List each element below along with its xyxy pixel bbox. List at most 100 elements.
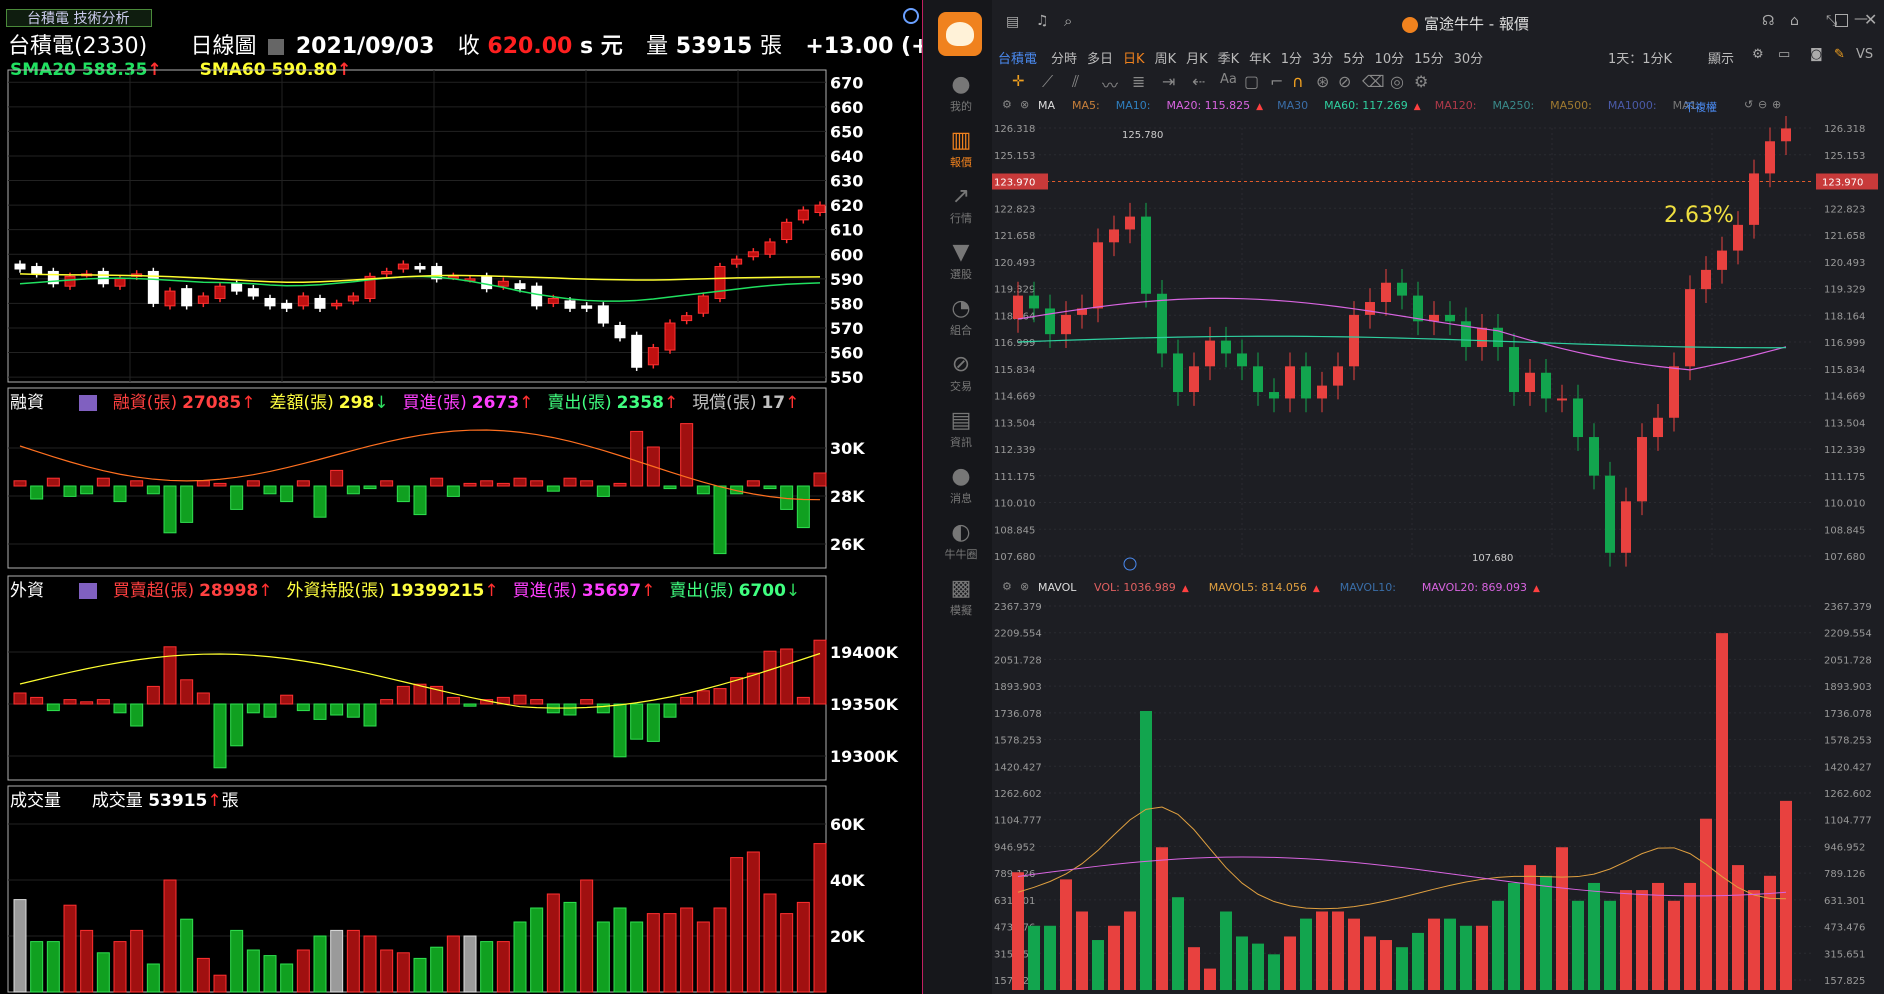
bell-icon[interactable]: ♫ [1036,13,1049,29]
futu-candle [1605,475,1615,553]
comment-tool-icon[interactable]: ▢ [1244,72,1260,91]
chart-type-dropdown-icon[interactable] [268,39,285,55]
ma-legend-item[interactable]: MA30 [1277,99,1309,112]
mavol-legend-item[interactable]: MAVOL20: 869.093 [1421,581,1528,594]
futu-volume-chart[interactable]: 2367.379 2367.379 2209.554 2209.554 2051.728… [992,598,1884,994]
sidebar-item-9[interactable]: ▩ 模擬 [931,576,991,618]
minimize-icon[interactable]: — [1854,11,1868,27]
earnings-marker-icon[interactable] [1123,557,1137,571]
volume-chart[interactable]: 60K 40K 20K [0,784,922,994]
ma-legend-item[interactable]: MA60: 117.269 [1324,99,1408,112]
period-tab-11[interactable]: 10分 [1374,52,1405,67]
indicator-name[interactable]: MA [1038,99,1056,112]
sidebar-item-3[interactable]: ▼ 選股 [931,240,991,282]
window-divider[interactable] [922,0,931,994]
sidebar-item-4[interactable]: ◔ 組合 [931,296,991,338]
zoom-icon[interactable] [903,8,919,24]
period-tab-0[interactable]: 台積電 [998,52,1038,67]
period-tab-4[interactable]: 周K [1154,52,1177,67]
vol-close-icon[interactable]: ⊗ [1020,580,1030,593]
ma-legend-item[interactable]: MA5: [1072,99,1100,112]
maximize-icon[interactable] [1835,14,1848,27]
range-tool-icon[interactable]: ⇥ [1162,72,1176,91]
text-tool-icon[interactable]: Aa [1220,72,1237,87]
crosshair-icon[interactable]: ✛ [1012,72,1025,90]
foreign-bar [630,703,644,740]
close-icon[interactable]: ✕ [1864,10,1878,29]
sidebar-item-0[interactable]: ● 我的 [931,72,991,114]
sidebar-item-5[interactable]: ⊘ 交易 [931,352,991,394]
display-menu[interactable]: 顯示 [1708,52,1735,67]
trash-icon[interactable]: ⌫ [1362,72,1385,91]
zoom-in-icon[interactable]: ⊕ [1772,98,1782,111]
mavol-legend-item[interactable]: VOL: 1036.989 [1094,581,1176,594]
period-tab-5[interactable]: 月K [1186,52,1208,67]
line-tool-icon[interactable]: ⟋ [1042,72,1054,91]
period-tab-1[interactable]: 分時 [1051,52,1078,67]
mavol-legend-item[interactable]: MAVOL10: [1339,581,1396,594]
ma-legend-item[interactable]: MA120: [1434,99,1477,112]
gear-icon[interactable]: ⚙ [1414,72,1429,91]
margin-chart[interactable]: 30K 28K 26K [0,386,922,572]
ruler-tool-icon[interactable]: ⌐ [1270,72,1284,91]
layout-icon[interactable]: ▭ [1778,47,1791,62]
adjust-label[interactable]: 不複權 [1684,101,1717,114]
hide-icon[interactable]: ⊘ [1338,72,1352,91]
period-tab-6[interactable]: 季K [1217,52,1240,67]
ma-legend-item[interactable]: MA1000: [1607,99,1657,112]
period-tab-13[interactable]: 30分 [1453,52,1484,67]
shrink-icon[interactable]: ⤡ [1826,13,1838,29]
sidebar-item-label: 模擬 [950,604,972,617]
period-tab-9[interactable]: 3分 [1311,52,1334,67]
sidebar-item-1[interactable]: ▥ 報價 [931,128,991,170]
arrow-tool-icon[interactable]: ⇠ [1192,72,1206,91]
shirt-icon[interactable]: ⌂ [1790,13,1799,29]
foreign-chart[interactable]: 19400K 19350K 19300K [0,574,922,784]
sidebar-item-6[interactable]: ▤ 資訊 [931,408,991,450]
mavol-legend-item[interactable]: MAVOL5: 814.056 [1208,581,1307,594]
fib-tool-icon[interactable]: ≣ [1132,72,1146,91]
sidebar-item-8[interactable]: ◐ 牛牛圈 [931,520,991,562]
magnet-icon[interactable]: ∩ [1292,72,1304,91]
indicator-close-icon[interactable]: ⊗ [1020,98,1030,111]
compare-icon[interactable]: VS [1856,47,1874,62]
list-icon[interactable] [79,583,98,599]
price-chart[interactable]: 670 660 650 640 630 620 610 600 590 580 570 560 550 [0,56,922,386]
ma-legend-item[interactable]: MA20: 115.825 [1166,99,1251,112]
sidebar-item-7[interactable]: ● 消息 [931,464,991,506]
camera-icon[interactable]: ◙ [1810,47,1823,62]
sidebar-item-label: 我的 [950,100,972,113]
period-tab-12[interactable]: 15分 [1414,52,1444,67]
search-icon[interactable]: ⌕ [1064,12,1073,30]
settings-icon[interactable]: ⚙ [1752,47,1764,62]
futu-candle [1109,229,1119,243]
chart-type-label[interactable]: 日線圖 [190,34,257,59]
menu-icon[interactable]: ▤ [1006,14,1020,30]
indicator-settings-icon[interactable]: ⚙ [1002,98,1012,111]
period-tab-8[interactable]: 1分 [1280,52,1302,67]
channel-tool-icon[interactable]: ⫽ [1072,72,1080,91]
period-tab-10[interactable]: 5分 [1343,52,1365,67]
period-tab-7[interactable]: 年K [1249,52,1271,67]
wave-tool-icon[interactable]: 〰 [1102,76,1119,95]
undo-icon[interactable]: ↺ [1744,98,1754,111]
eye-icon[interactable]: ◎ [1390,72,1404,91]
kline-chart[interactable]: 126.318 126.318 125.153 125.153 123.970 123.9… [992,116,1884,576]
app-logo-icon[interactable] [938,12,982,56]
lock-icon[interactable]: ⊛ [1316,72,1330,91]
vol-indicator-name[interactable]: MAVOL [1038,581,1077,594]
ma-legend-item[interactable]: MA500: [1550,99,1592,112]
sidebar-item-2[interactable]: ↗ 行情 [931,184,991,226]
list-icon[interactable] [79,395,98,411]
pencil-icon[interactable]: ✎ [1834,47,1845,62]
period-tab-3[interactable]: 日K [1123,52,1145,67]
ma-legend-item[interactable]: MA250: [1492,99,1535,112]
ma-legend-item[interactable]: MA1: [1672,99,1701,112]
ma-legend-item[interactable]: MA10: [1115,99,1151,112]
period-tab-2[interactable]: 多日 [1087,52,1114,67]
window-tab[interactable]: 台積電 技術分析 [6,9,152,27]
period-extra[interactable]: 1天：1分K [1608,52,1673,67]
headset-icon[interactable]: ☊ [1762,13,1775,29]
zoom-out-icon[interactable]: ⊖ [1758,98,1768,111]
vol-settings-icon[interactable]: ⚙ [1002,580,1012,593]
